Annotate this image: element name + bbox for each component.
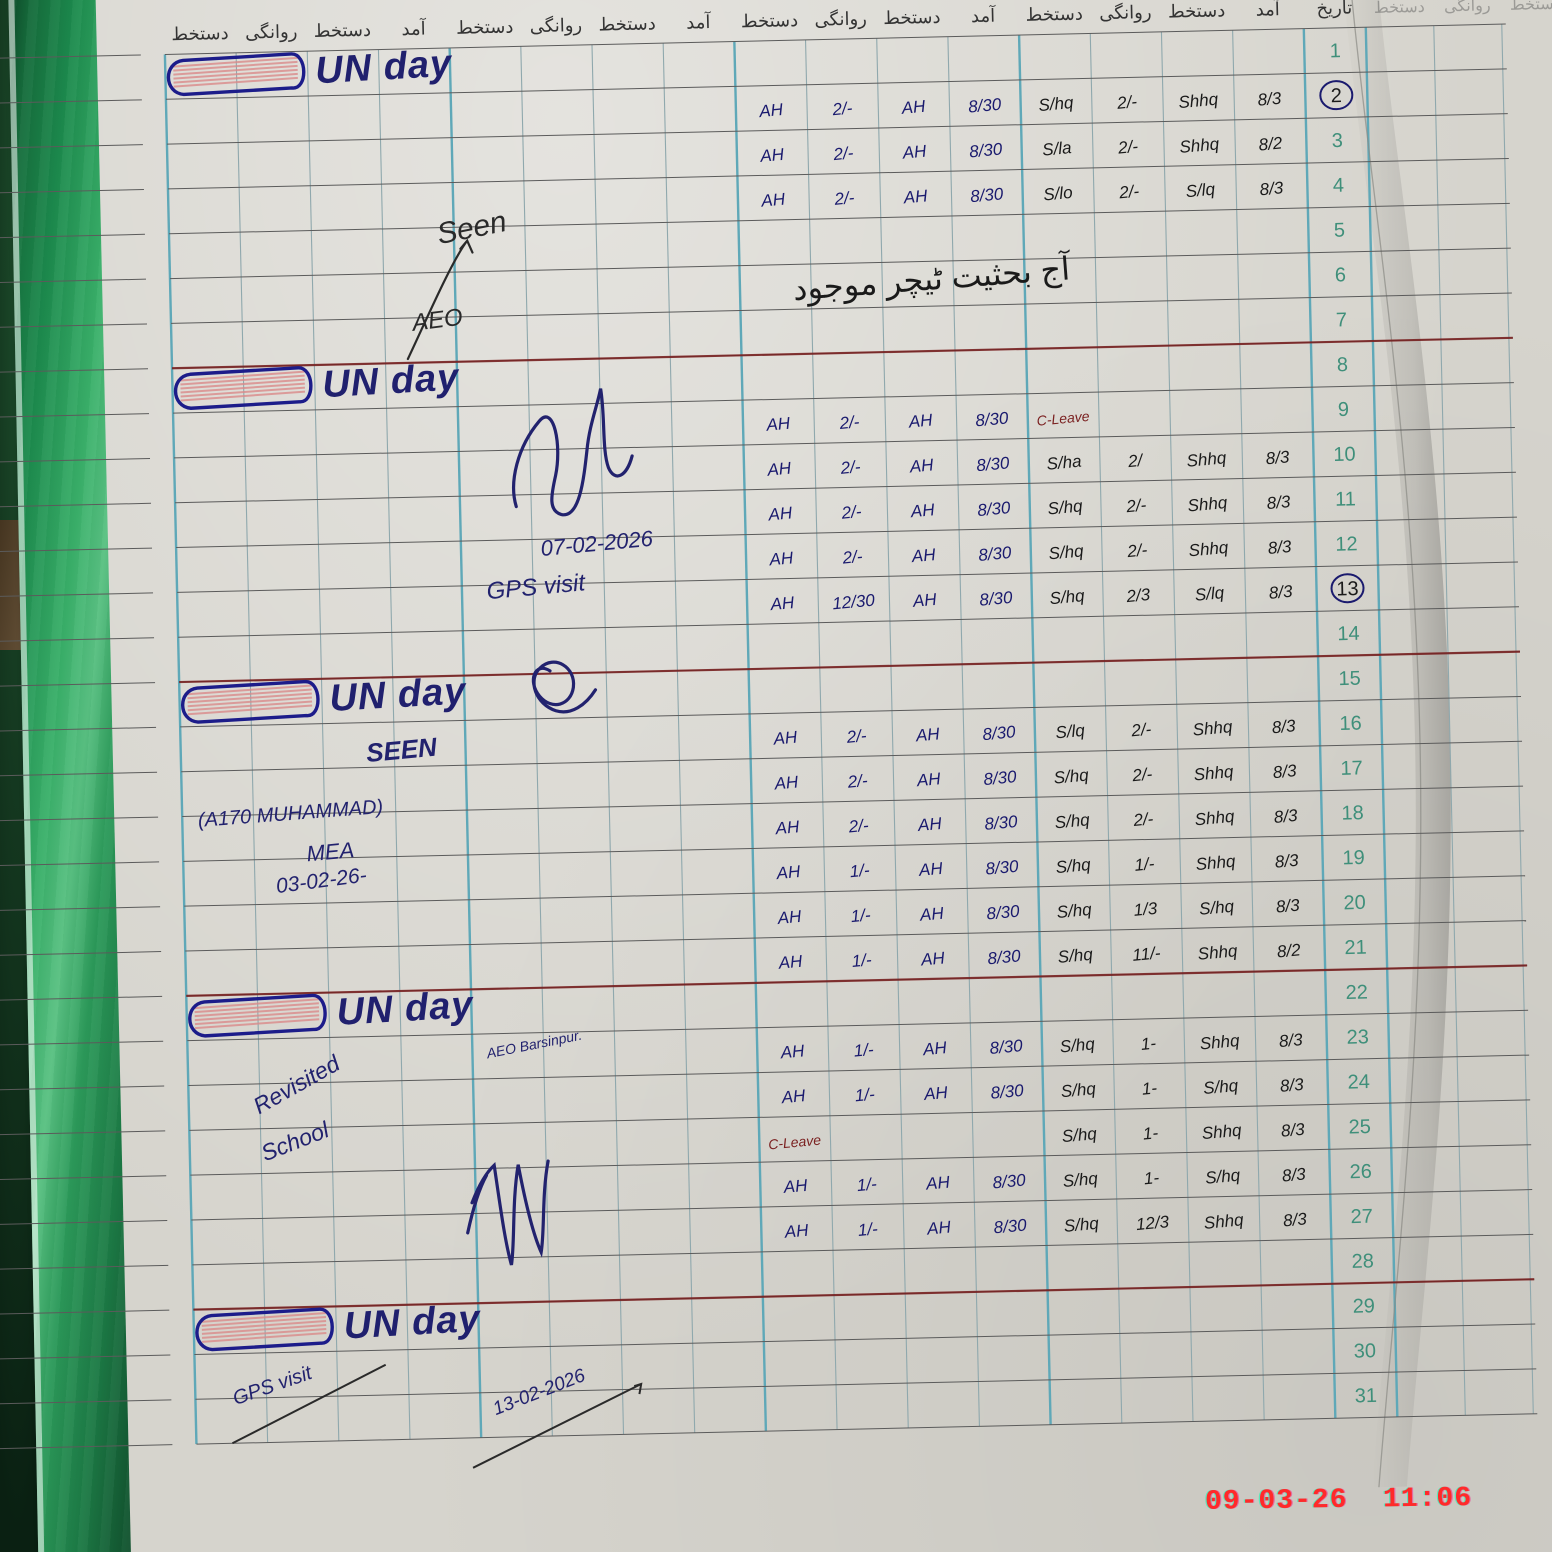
svg-text:2: 2: [1331, 85, 1343, 107]
svg-text:دستخط: دستخط: [1374, 0, 1425, 17]
svg-text:31: 31: [1354, 1385, 1377, 1407]
svg-text:13: 13: [1336, 578, 1359, 600]
svg-text:دستخط: دستخط: [1025, 4, 1083, 25]
svg-text:دستخط: دستخط: [598, 13, 656, 34]
svg-text:دستخط: دستخط: [1510, 0, 1552, 14]
svg-text:14: 14: [1337, 623, 1360, 645]
svg-text:روانگی: روانگی: [530, 14, 583, 37]
svg-text:7: 7: [1336, 309, 1348, 331]
svg-text:آمد: آمد: [401, 18, 427, 40]
svg-text:22: 22: [1345, 981, 1368, 1003]
svg-text:آمد: آمد: [686, 11, 712, 33]
svg-text:28: 28: [1351, 1250, 1374, 1272]
svg-text:روانگی: روانگی: [1444, 0, 1491, 15]
svg-text:4: 4: [1333, 175, 1345, 197]
svg-text:23: 23: [1346, 1026, 1369, 1048]
svg-text:دستخط: دستخط: [314, 20, 372, 41]
svg-text:روانگی: روانگی: [814, 8, 867, 31]
svg-text:11: 11: [1335, 488, 1356, 510]
svg-text:30: 30: [1353, 1340, 1376, 1362]
svg-text:دستخط: دستخط: [883, 7, 941, 28]
svg-text:29: 29: [1352, 1295, 1375, 1317]
svg-text:6: 6: [1335, 264, 1347, 286]
svg-text:18: 18: [1341, 802, 1364, 824]
svg-text:8: 8: [1337, 354, 1349, 376]
svg-text:دستخط: دستخط: [171, 23, 229, 44]
svg-text:3: 3: [1332, 130, 1344, 152]
svg-text:26: 26: [1349, 1161, 1372, 1183]
svg-text:آمد: آمد: [1255, 0, 1281, 20]
svg-text:5: 5: [1334, 220, 1346, 242]
svg-text:27: 27: [1350, 1206, 1373, 1228]
svg-text:دستخط: دستخط: [741, 10, 799, 31]
svg-text:1: 1: [1330, 40, 1342, 62]
svg-text:تاریخ: تاریخ: [1316, 0, 1352, 19]
svg-text:21: 21: [1344, 937, 1367, 959]
svg-text:12: 12: [1335, 533, 1358, 555]
svg-text:دستخط: دستخط: [1168, 0, 1226, 21]
svg-text:روانگی: روانگی: [1099, 1, 1152, 24]
svg-text:روانگی: روانگی: [245, 20, 298, 43]
svg-text:19: 19: [1342, 847, 1365, 869]
svg-text:15: 15: [1338, 668, 1361, 690]
svg-text:25: 25: [1348, 1116, 1371, 1138]
svg-text:20: 20: [1343, 892, 1366, 914]
svg-text:17: 17: [1340, 757, 1363, 779]
svg-text:دستخط: دستخط: [456, 17, 514, 38]
svg-text:24: 24: [1347, 1071, 1370, 1093]
svg-text:16: 16: [1339, 712, 1362, 734]
svg-text:10: 10: [1333, 444, 1356, 466]
svg-text:آمد: آمد: [971, 5, 997, 27]
svg-text:9: 9: [1338, 399, 1350, 421]
